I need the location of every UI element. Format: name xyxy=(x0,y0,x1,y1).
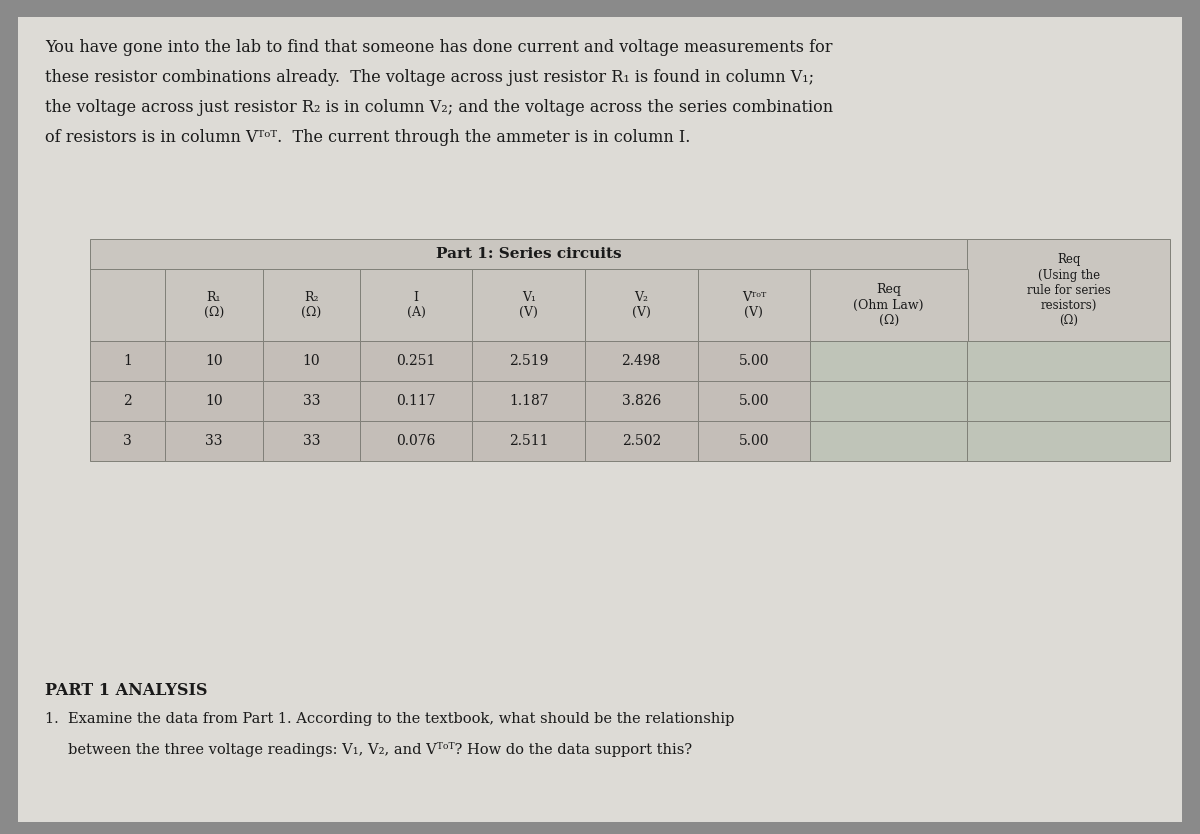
Text: 2.498: 2.498 xyxy=(622,354,661,368)
Bar xyxy=(586,341,697,381)
Text: 33: 33 xyxy=(302,434,320,448)
Text: 33: 33 xyxy=(302,394,320,408)
Bar xyxy=(166,341,263,381)
Text: 1.187: 1.187 xyxy=(509,394,548,408)
Text: 10: 10 xyxy=(302,354,320,368)
Text: the voltage across just resistor R₂ is in column V₂; and the voltage across the : the voltage across just resistor R₂ is i… xyxy=(46,99,833,116)
Bar xyxy=(360,421,473,461)
Bar xyxy=(967,421,1170,461)
Text: 2.511: 2.511 xyxy=(509,434,548,448)
Bar xyxy=(967,341,1170,381)
Text: 0.076: 0.076 xyxy=(396,434,436,448)
Text: 0.251: 0.251 xyxy=(396,354,436,368)
Text: 5.00: 5.00 xyxy=(738,354,769,368)
Bar xyxy=(586,421,697,461)
Bar xyxy=(166,421,263,461)
Text: between the three voltage readings: V₁, V₂, and Vᵀᵒᵀ? How do the data support th: between the three voltage readings: V₁, … xyxy=(46,742,692,757)
Bar xyxy=(586,269,697,341)
Text: R₂
(Ω): R₂ (Ω) xyxy=(301,291,322,319)
Bar xyxy=(473,421,586,461)
Bar xyxy=(810,341,967,381)
Text: Req
(Ohm Law)
(Ω): Req (Ohm Law) (Ω) xyxy=(853,284,924,326)
Text: PART 1 ANALYSIS: PART 1 ANALYSIS xyxy=(46,682,208,699)
Bar xyxy=(360,341,473,381)
Bar xyxy=(697,421,810,461)
Bar xyxy=(586,381,697,421)
Bar xyxy=(360,269,473,341)
Bar xyxy=(90,421,166,461)
Text: 2.519: 2.519 xyxy=(509,354,548,368)
Text: 5.00: 5.00 xyxy=(738,394,769,408)
Text: 2: 2 xyxy=(124,394,132,408)
Text: 0.117: 0.117 xyxy=(396,394,436,408)
Bar xyxy=(90,239,967,269)
Bar xyxy=(360,381,473,421)
Bar xyxy=(810,381,967,421)
Bar xyxy=(810,269,967,341)
Text: You have gone into the lab to find that someone has done current and voltage mea: You have gone into the lab to find that … xyxy=(46,39,833,56)
Bar xyxy=(90,381,166,421)
Bar xyxy=(263,381,360,421)
Bar xyxy=(697,381,810,421)
Bar xyxy=(697,341,810,381)
Bar xyxy=(166,381,263,421)
Bar xyxy=(967,381,1170,421)
Text: of resistors is in column Vᵀᵒᵀ.  The current through the ammeter is in column I.: of resistors is in column Vᵀᵒᵀ. The curr… xyxy=(46,129,690,146)
Bar xyxy=(473,269,586,341)
Text: Vᵀᵒᵀ
(V): Vᵀᵒᵀ (V) xyxy=(742,291,766,319)
Bar xyxy=(967,239,1170,341)
Bar xyxy=(967,421,1170,461)
Text: 3: 3 xyxy=(124,434,132,448)
Bar xyxy=(967,381,1170,421)
Bar xyxy=(263,421,360,461)
Text: 10: 10 xyxy=(205,394,222,408)
Bar xyxy=(697,269,810,341)
Bar xyxy=(810,421,967,461)
Bar xyxy=(90,341,166,381)
Bar xyxy=(967,341,1170,381)
Text: 1: 1 xyxy=(124,354,132,368)
Text: 10: 10 xyxy=(205,354,222,368)
Text: Part 1: Series circuits: Part 1: Series circuits xyxy=(436,247,622,261)
Text: 2.502: 2.502 xyxy=(622,434,661,448)
Text: I
(A): I (A) xyxy=(407,291,426,319)
Bar xyxy=(166,269,263,341)
Bar xyxy=(263,341,360,381)
Text: R₁
(Ω): R₁ (Ω) xyxy=(204,291,224,319)
Bar xyxy=(263,269,360,341)
Text: 1.  Examine the data from Part 1. According to the textbook, what should be the : 1. Examine the data from Part 1. Accordi… xyxy=(46,712,734,726)
Text: V₂
(V): V₂ (V) xyxy=(632,291,650,319)
Bar xyxy=(90,269,166,341)
Bar xyxy=(473,381,586,421)
Text: Req
(Using the
rule for series
resistors)
(Ω): Req (Using the rule for series resistors… xyxy=(1027,254,1111,326)
Text: 3.826: 3.826 xyxy=(622,394,661,408)
Text: 33: 33 xyxy=(205,434,222,448)
Bar xyxy=(473,341,586,381)
Text: V₁
(V): V₁ (V) xyxy=(520,291,538,319)
Text: these resistor combinations already.  The voltage across just resistor R₁ is fou: these resistor combinations already. The… xyxy=(46,69,814,86)
Text: 5.00: 5.00 xyxy=(738,434,769,448)
